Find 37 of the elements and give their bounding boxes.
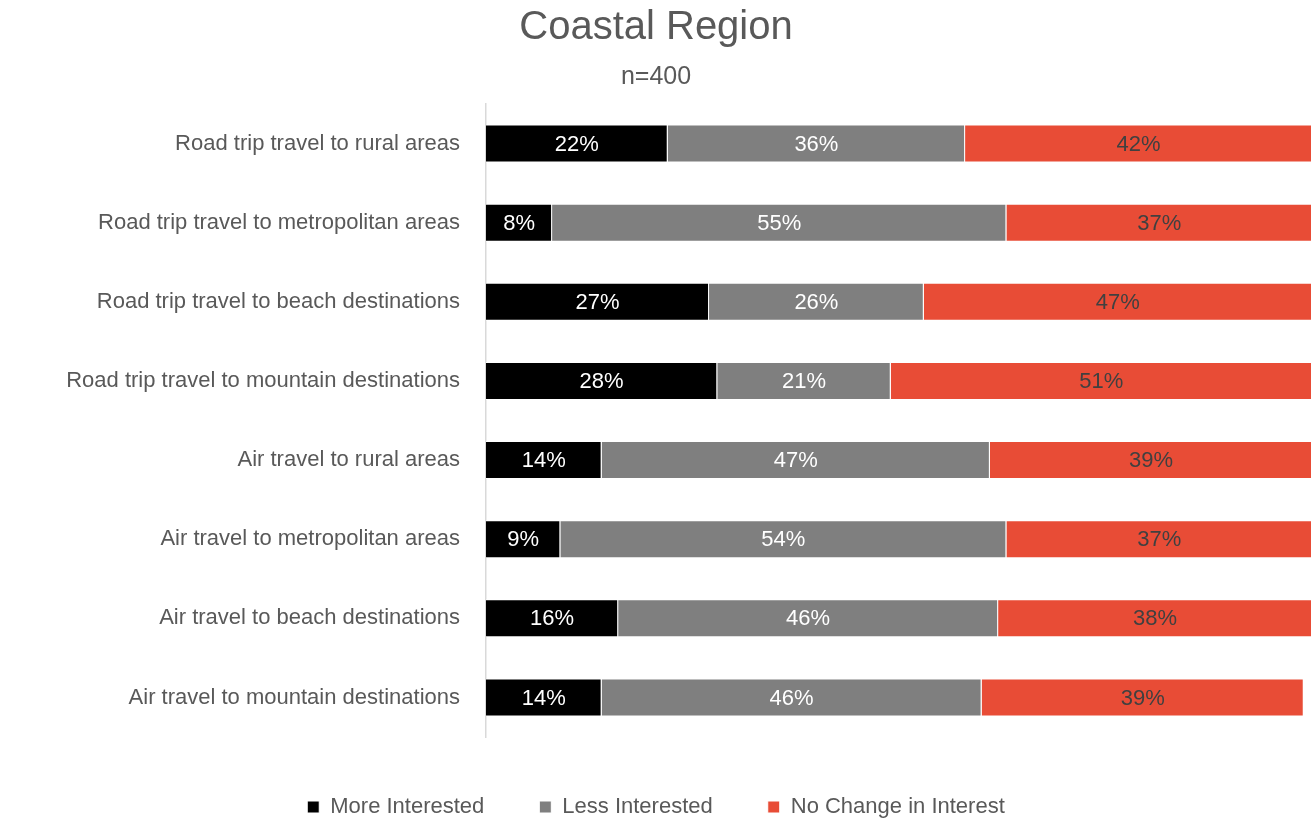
y-tick-label: Air travel to mountain destinations (128, 683, 460, 709)
legend-label: Less Interested (562, 793, 713, 819)
data-label: 27% (575, 288, 620, 314)
data-label: 39% (1128, 447, 1173, 473)
data-label: 47% (773, 447, 818, 473)
data-label: 9% (507, 526, 540, 552)
data-label: 28% (579, 368, 624, 393)
data-label: 37% (1137, 209, 1182, 235)
y-tick-label: Air travel to metropolitan areas (160, 525, 460, 551)
y-tick-label: Road trip travel to mountain destinations (66, 367, 460, 392)
data-label: 55% (757, 209, 802, 235)
data-label: 22% (554, 130, 599, 156)
data-label: 51% (1079, 368, 1124, 393)
chart-title: Coastal Region (519, 3, 793, 48)
data-label: 26% (794, 288, 839, 314)
data-label: 16% (530, 605, 575, 631)
data-label: 21% (781, 368, 827, 393)
data-label: 47% (1095, 288, 1140, 314)
data-label: 39% (1120, 684, 1165, 710)
data-label: 36% (794, 130, 839, 156)
legend-label: More Interested (330, 793, 485, 819)
data-label: 38% (1133, 605, 1178, 631)
data-label: 42% (1116, 130, 1161, 156)
y-tick-label: Road trip travel to rural areas (175, 129, 460, 155)
data-label: 37% (1137, 526, 1182, 552)
y-tick-label: Air travel to rural areas (237, 446, 460, 472)
y-tick-label: Air travel to beach destinations (159, 604, 460, 630)
legend-label: No Change in Interest (790, 793, 1005, 819)
chart-subtitle: n=400 (620, 60, 692, 89)
y-tick-label: Road trip travel to beach destinations (96, 287, 460, 313)
data-label: 8% (503, 209, 535, 235)
data-label: 14% (521, 447, 566, 473)
data-label: 14% (521, 684, 566, 710)
y-tick-label: Road trip travel to metropolitan areas (98, 208, 460, 234)
data-label: 46% (786, 605, 831, 631)
data-label: 54% (761, 526, 806, 552)
data-label: 46% (769, 684, 814, 710)
